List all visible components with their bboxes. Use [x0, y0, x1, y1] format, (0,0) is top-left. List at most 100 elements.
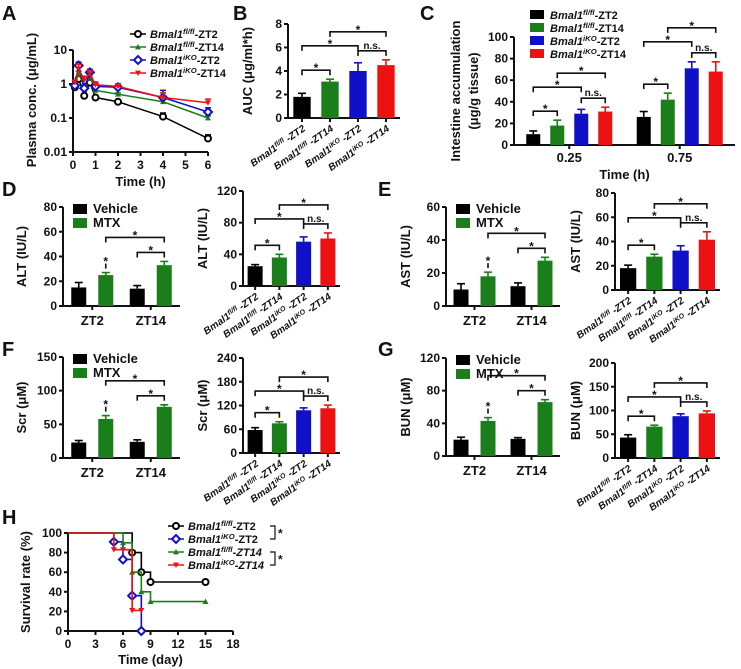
data-point: [115, 83, 121, 90]
sig-bracket-label: *: [543, 102, 548, 116]
y-tick-label: 0: [501, 138, 508, 152]
y-tick-label: 60: [49, 565, 63, 579]
y-tick-label: 0: [433, 449, 440, 463]
panel-label-B: B: [233, 3, 247, 25]
y-tick-label: 40: [427, 416, 441, 430]
legend-swatch-vehicle: [456, 204, 470, 214]
bar-iKO_ZT14: [320, 408, 336, 453]
censor-marker: [201, 578, 210, 586]
bar-iKO_ZT14: [377, 65, 395, 118]
data-point: [114, 97, 122, 106]
y-tick-label: 80: [427, 384, 441, 398]
legend-sig-label: *: [278, 553, 283, 567]
sig-bracket-line: [642, 41, 693, 47]
bar-mtx: [98, 275, 114, 306]
panel-label-E: E: [378, 179, 391, 201]
data-point: [205, 115, 211, 121]
censor-marker: [147, 598, 154, 604]
y-tick-label: 240: [217, 351, 237, 365]
y-axis-title: AUC (μg/ml*h): [240, 27, 255, 115]
sig-bracket-label: *: [277, 210, 282, 224]
y-axis-title: AST (IU/L): [568, 210, 583, 273]
y-tick-label: 40: [495, 95, 509, 109]
y-tick-label: 0: [275, 111, 282, 125]
data-point: [86, 71, 93, 77]
series-iKO_ZT14: Bmal1iKO-ZT14: [71, 63, 227, 106]
legend-label: Bmal1iKO-ZT2: [188, 532, 258, 547]
legend-swatch-iKO_ZT2: [530, 36, 544, 45]
y-tick-label: 20: [495, 116, 509, 130]
data-point: [159, 112, 167, 121]
bar-iKO_ZT14: [698, 413, 716, 458]
bar-fl_ZT14: [321, 81, 339, 118]
y-tick-label: 200: [589, 356, 609, 370]
y-axis-title: Intestine accumulation: [448, 21, 463, 162]
legend-label: Bmal1iKO-ZT14: [188, 558, 264, 573]
censor-marker: [135, 625, 147, 637]
y-tick-label: 10: [54, 43, 68, 57]
sig-bracket-label: *: [652, 209, 657, 223]
sig-bracket-label: *: [103, 398, 108, 412]
x-tick-label: ZT14: [136, 465, 167, 480]
legend-swatch-fl_ZT2: [530, 10, 544, 19]
legend-marker: [173, 549, 179, 555]
y-tick-label: 80: [224, 216, 238, 230]
sig-bracket-label: n.s.: [685, 392, 702, 403]
y-tick-label: 100: [488, 30, 508, 44]
y-tick-label: 0.1: [50, 111, 67, 125]
censor-marker: [129, 608, 136, 614]
y-tick-label: 100: [37, 384, 57, 398]
y-tick-label: 80: [596, 186, 610, 200]
panel-label-A: A: [2, 3, 16, 25]
legend-sig-label: *: [278, 527, 283, 541]
series-line: [74, 66, 209, 104]
x-tick-label: 18: [226, 637, 240, 651]
series-iKO_ZT2: Bmal1iKO-ZT2: [69, 53, 220, 118]
data-point: [81, 77, 88, 84]
sig-bracket-line: [136, 395, 166, 401]
bar-iKO_ZT14: [320, 238, 336, 286]
bar-fl_ZT2: [526, 134, 541, 145]
legend-label: Bmal1fl/fl-ZT2: [150, 27, 218, 42]
x-tick-label: 0.75: [667, 150, 692, 165]
legend-marker: [134, 30, 142, 38]
series-fl_ZT14: Bmal1fl/fl-ZT14: [68, 532, 262, 604]
bar-fl_ZT14: [646, 256, 663, 290]
sig-bracket-label: *: [555, 78, 560, 92]
sig-bracket-label: n.s.: [695, 43, 712, 54]
bar-iKO_ZT2: [296, 410, 312, 453]
x-tick-label: ZT14: [136, 313, 167, 328]
data-point: [204, 134, 212, 143]
sig-bracket-label: *: [265, 236, 270, 250]
y-tick-label: 60: [495, 73, 509, 87]
x-axis-title: Time (day): [118, 652, 183, 667]
survival-curve: [68, 532, 206, 583]
legend-swatch-fl_ZT14: [530, 23, 544, 32]
legend-marker: [135, 70, 141, 76]
sig-bracket-line: [627, 396, 682, 402]
x-tick-label: 6: [120, 637, 127, 651]
bar-mtx: [156, 406, 172, 458]
sig-bracket-line: [690, 52, 717, 58]
sig-bracket-line: [653, 203, 708, 209]
sig-bracket-label: *: [639, 236, 644, 250]
legend-swatch-vehicle: [73, 354, 87, 364]
y-axis-title: BUN (μM): [398, 377, 413, 436]
sig-bracket-label: *: [356, 23, 361, 37]
sig-bracket-line: [329, 31, 387, 37]
sig-bracket-line: [517, 247, 546, 254]
bar-vehicle: [71, 442, 87, 458]
x-tick-label: ZT2: [463, 313, 486, 328]
sig-bracket-label: *: [529, 239, 534, 253]
x-tick-label: 2: [115, 158, 122, 172]
sig-bracket-label: *: [529, 382, 534, 396]
y-axis-title: Survival rate (%): [18, 531, 33, 633]
sig-bracket-line: [104, 380, 166, 386]
bar-vehicle: [453, 439, 469, 456]
legend-label: Vehicle: [93, 351, 138, 366]
censor-marker: [120, 547, 126, 553]
